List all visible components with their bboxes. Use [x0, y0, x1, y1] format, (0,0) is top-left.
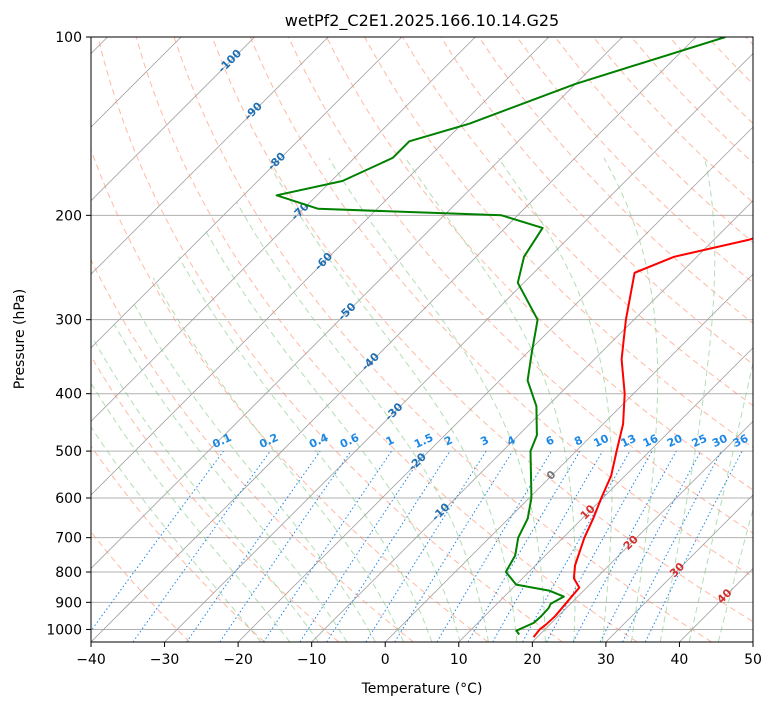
x-tick-label: −10 [297, 652, 327, 668]
y-tick-label: 600 [55, 491, 82, 507]
x-tick-label: 40 [671, 652, 689, 668]
y-tick-label: 1000 [46, 622, 82, 638]
y-tick-label: 200 [55, 208, 82, 224]
y-tick-label: 500 [55, 444, 82, 460]
y-tick-label: 900 [55, 595, 82, 611]
x-tick-label: 20 [523, 652, 541, 668]
x-tick-label: −20 [223, 652, 253, 668]
y-tick-label: 100 [55, 30, 82, 46]
y-tick-label: 800 [55, 565, 82, 581]
y-tick-label: 700 [55, 531, 82, 547]
chart-title: wetPf2_C2E1.2025.166.10.14.G25 [285, 11, 559, 31]
y-tick-label: 300 [55, 313, 82, 329]
x-tick-label: 0 [381, 652, 390, 668]
x-axis-label: Temperature (°C) [361, 681, 483, 697]
x-tick-label: 30 [597, 652, 615, 668]
x-tick-label: −30 [150, 652, 180, 668]
y-axis-label: Pressure (hPa) [12, 289, 28, 389]
x-tick-label: −40 [76, 652, 106, 668]
x-tick-label: 10 [450, 652, 468, 668]
y-tick-label: 400 [55, 387, 82, 403]
x-tick-label: 50 [744, 652, 762, 668]
